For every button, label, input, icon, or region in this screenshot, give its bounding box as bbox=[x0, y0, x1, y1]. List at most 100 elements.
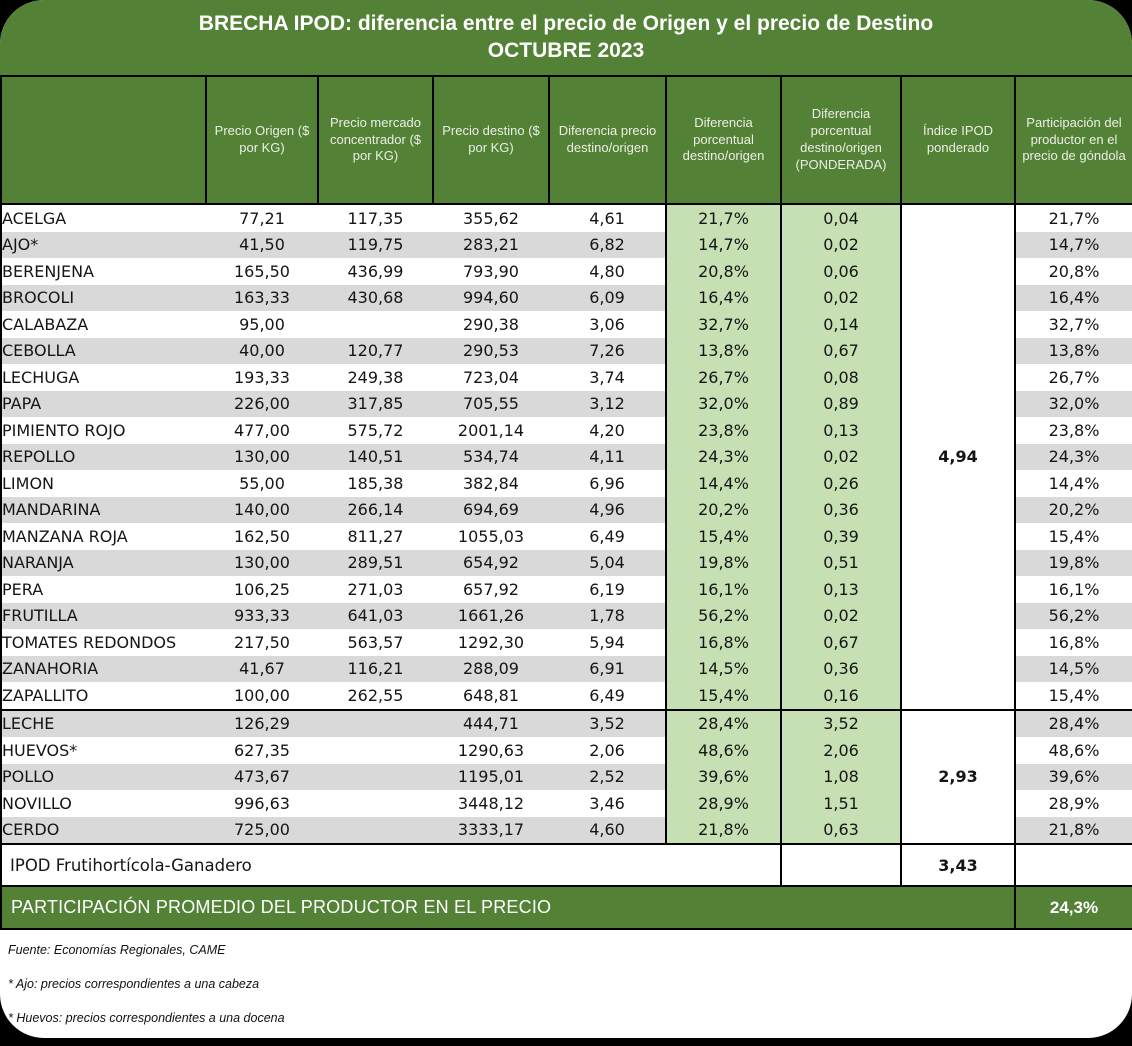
cell-product: NOVILLO bbox=[1, 790, 206, 817]
cell-participacion: 32,7% bbox=[1014, 311, 1132, 338]
footer-row: PARTICIPACIÓN PROMEDIO DEL PRODUCTOR EN … bbox=[1, 886, 1132, 930]
cell-product: CEBOLLA bbox=[1, 337, 206, 364]
table-row-calabaza: CALABAZA 95,00 290,38 3,06 32,7% 0,14 32,7% bbox=[1, 311, 1132, 338]
cell-participacion: 19,8% bbox=[1014, 549, 1132, 576]
cell-dif-precio: 6,49 bbox=[549, 682, 666, 710]
cell-precio-destino: 994,60 bbox=[433, 284, 549, 311]
cell-dif-pct-ponderada: 1,51 bbox=[780, 790, 901, 817]
table-row-manzana-roja: MANZANA ROJA 162,50 811,27 1055,03 6,49 15,4%… bbox=[1, 523, 1132, 550]
cell-dif-pct: 28,4% bbox=[665, 708, 781, 737]
table-row-ajo-: AJO* 41,50 119,75 283,21 6,82 14,7% 0,02 14,7% bbox=[1, 231, 1132, 258]
title-band: BRECHA IPOD: diferencia entre el precio … bbox=[0, 0, 1132, 75]
cell-precio-origen: 933,33 bbox=[206, 602, 318, 629]
cell-product: LECHE bbox=[1, 708, 206, 737]
cell-dif-precio: 4,60 bbox=[549, 816, 666, 844]
cell-precio-origen: 217,50 bbox=[206, 629, 318, 656]
cell-product: PAPA bbox=[1, 390, 206, 417]
cell-dif-precio: 6,09 bbox=[549, 284, 666, 311]
cell-precio-origen: 130,00 bbox=[206, 443, 318, 470]
table-row-huevos-: HUEVOS* 627,35 1290,63 2,06 48,6% 2,06 48,6% bbox=[1, 737, 1132, 764]
cell-precio-origen: 165,50 bbox=[206, 258, 318, 285]
cell-precio-mercado: 249,38 bbox=[318, 364, 433, 391]
cell-participacion: 16,8% bbox=[1014, 629, 1132, 656]
cell-product: BROCOLI bbox=[1, 284, 206, 311]
page-title: BRECHA IPOD: diferencia entre el precio … bbox=[198, 12, 934, 35]
cell-precio-destino: 290,53 bbox=[433, 337, 549, 364]
table-row-zapallito: ZAPALLITO 100,00 262,55 648,81 6,49 15,4% 0,16… bbox=[1, 682, 1132, 710]
cell-participacion: 48,6% bbox=[1014, 737, 1132, 764]
cell-dif-pct-ponderada: 0,14 bbox=[780, 311, 901, 338]
cell-precio-destino: 705,55 bbox=[433, 390, 549, 417]
cell-precio-destino: 444,71 bbox=[433, 708, 549, 737]
cell-dif-pct-ponderada: 1,08 bbox=[780, 763, 901, 790]
cell-dif-pct: 32,7% bbox=[665, 311, 781, 338]
cell-indice-ipod-ganadero: 2,93 bbox=[900, 708, 1015, 844]
cell-dif-pct-ponderada: 0,89 bbox=[780, 390, 901, 417]
cell-dif-pct-ponderada: 0,02 bbox=[780, 231, 901, 258]
cell-product: PERA bbox=[1, 576, 206, 603]
cell-precio-destino: 3448,12 bbox=[433, 790, 549, 817]
cell-precio-mercado: 811,27 bbox=[318, 523, 433, 550]
cell-dif-pct: 28,9% bbox=[665, 790, 781, 817]
cell-precio-mercado: 116,21 bbox=[318, 655, 433, 682]
table-row-cebolla: CEBOLLA 40,00 120,77 290,53 7,26 13,8% 0,67 13,… bbox=[1, 337, 1132, 364]
cell-dif-pct-ponderada: 0,36 bbox=[780, 496, 901, 523]
cell-participacion: 20,2% bbox=[1014, 496, 1132, 523]
cell-precio-mercado: 641,03 bbox=[318, 602, 433, 629]
table-row-pimiento-rojo: PIMIENTO ROJO 477,00 575,72 2001,14 4,20 23,8… bbox=[1, 417, 1132, 444]
cell-precio-origen: 95,00 bbox=[206, 311, 318, 338]
cell-product: FRUTILLA bbox=[1, 602, 206, 629]
table-row-naranja: NARANJA 130,00 289,51 654,92 5,04 19,8% 0,51 19… bbox=[1, 549, 1132, 576]
cell-dif-pct: 24,3% bbox=[665, 443, 781, 470]
cell-precio-destino: 654,92 bbox=[433, 549, 549, 576]
cell-dif-pct: 16,1% bbox=[665, 576, 781, 603]
cell-precio-mercado: 575,72 bbox=[318, 417, 433, 444]
column-header-dif-pct: Diferencia porcentual destino/origen bbox=[665, 75, 782, 205]
summary-empty-participacion bbox=[1014, 843, 1132, 887]
cell-precio-mercado: 185,38 bbox=[318, 470, 433, 497]
cell-participacion: 14,4% bbox=[1014, 470, 1132, 497]
cell-precio-origen: 226,00 bbox=[206, 390, 318, 417]
cell-participacion: 15,4% bbox=[1014, 682, 1132, 710]
cell-dif-precio: 5,04 bbox=[549, 549, 666, 576]
cell-dif-pct: 19,8% bbox=[665, 549, 781, 576]
cell-dif-precio: 6,49 bbox=[549, 523, 666, 550]
table-row-repollo: REPOLLO 130,00 140,51 534,74 4,11 24,3% 0,02 24… bbox=[1, 443, 1132, 470]
cell-dif-precio: 6,19 bbox=[549, 576, 666, 603]
cell-participacion: 28,9% bbox=[1014, 790, 1132, 817]
cell-dif-precio: 3,74 bbox=[549, 364, 666, 391]
cell-dif-precio: 2,06 bbox=[549, 737, 666, 764]
summary-indice-ipod-value: 3,43 bbox=[900, 843, 1015, 887]
cell-indice-ipod-frutihorticola: 4,94 bbox=[900, 204, 1015, 710]
cell-precio-destino: 694,69 bbox=[433, 496, 549, 523]
cell-precio-origen: 41,50 bbox=[206, 231, 318, 258]
cell-product: ZANAHORIA bbox=[1, 655, 206, 682]
table-row-berenjena: BERENJENA 165,50 436,99 793,90 4,80 20,8% 0,06… bbox=[1, 258, 1132, 285]
cell-precio-destino: 288,09 bbox=[433, 655, 549, 682]
cell-precio-destino: 290,38 bbox=[433, 311, 549, 338]
cell-precio-origen: 77,21 bbox=[206, 204, 318, 232]
cell-precio-mercado: 117,35 bbox=[318, 204, 433, 232]
cell-precio-destino: 283,21 bbox=[433, 231, 549, 258]
cell-dif-precio: 2,52 bbox=[549, 763, 666, 790]
cell-product: LIMON bbox=[1, 470, 206, 497]
table-row-pera: PERA 106,25 271,03 657,92 6,19 16,1% 0,13 16,1% bbox=[1, 576, 1132, 603]
cell-dif-pct: 15,4% bbox=[665, 523, 781, 550]
cell-dif-pct-ponderada: 0,51 bbox=[780, 549, 901, 576]
cell-participacion: 32,0% bbox=[1014, 390, 1132, 417]
table-row-zanahoria: ZANAHORIA 41,67 116,21 288,09 6,91 14,5% 0,36 1… bbox=[1, 655, 1132, 682]
column-header-precio-origen: Precio Origen ($ por KG) bbox=[205, 75, 319, 205]
column-header-product bbox=[0, 75, 207, 205]
footer-label: PARTICIPACIÓN PROMEDIO DEL PRODUCTOR EN … bbox=[1, 886, 1015, 930]
cell-dif-pct: 14,7% bbox=[665, 231, 781, 258]
cell-participacion: 15,4% bbox=[1014, 523, 1132, 550]
table-row-brocoli: BROCOLI 163,33 430,68 994,60 6,09 16,4% 0,02 16… bbox=[1, 284, 1132, 311]
cell-dif-pct: 20,8% bbox=[665, 258, 781, 285]
cell-product: POLLO bbox=[1, 763, 206, 790]
cell-precio-destino: 1661,26 bbox=[433, 602, 549, 629]
cell-precio-mercado bbox=[318, 816, 433, 844]
cell-product: TOMATES REDONDOS bbox=[1, 629, 206, 656]
cell-participacion: 21,7% bbox=[1014, 204, 1132, 232]
cell-dif-pct: 21,8% bbox=[665, 816, 781, 844]
